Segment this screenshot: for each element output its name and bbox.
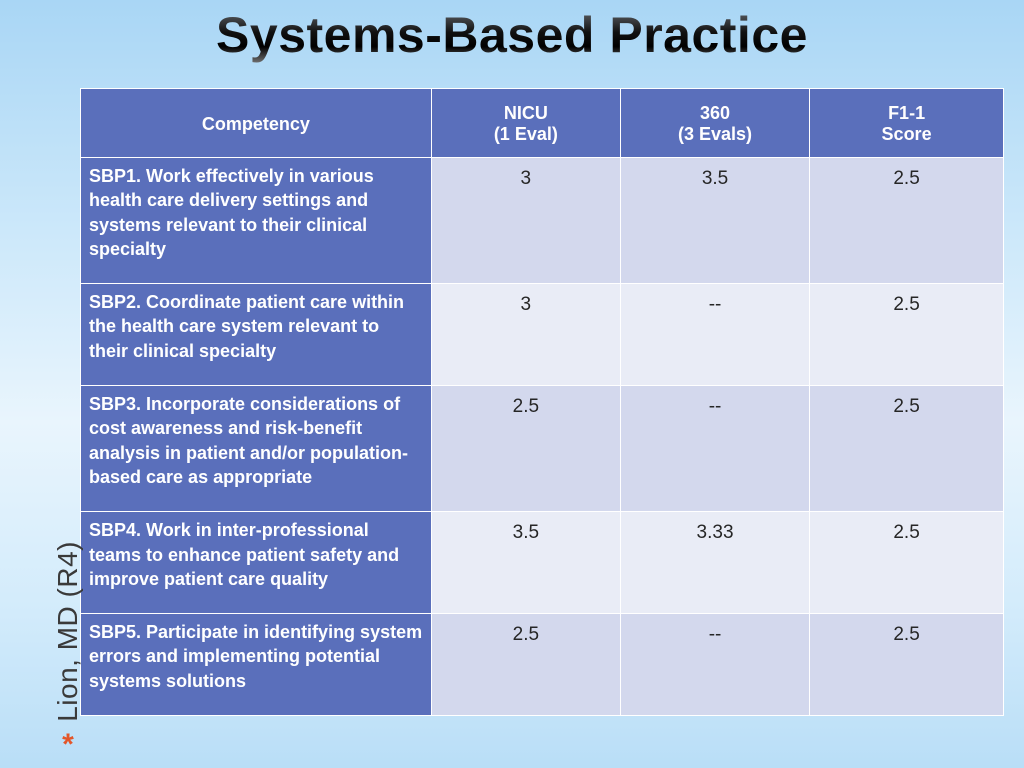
competency-label: SBP2. Coordinate patient care within the… <box>81 284 432 386</box>
table-row: SBP5. Participate in identifying system … <box>81 614 1004 716</box>
presenter-label: Lion, MD (R4) <box>52 541 84 722</box>
competency-table-container: CompetencyNICU(1 Eval)360(3 Evals)F1-1Sc… <box>80 88 1004 716</box>
score-cell: 2.5 <box>810 614 1004 716</box>
column-header: Competency <box>81 89 432 158</box>
score-cell: 3.5 <box>620 158 809 284</box>
column-header-main: NICU <box>504 103 548 123</box>
competency-table: CompetencyNICU(1 Eval)360(3 Evals)F1-1Sc… <box>80 88 1004 716</box>
column-header: F1-1Score <box>810 89 1004 158</box>
column-header-main: F1-1 <box>888 103 925 123</box>
table-row: SBP3. Incorporate considerations of cost… <box>81 386 1004 512</box>
column-header-main: 360 <box>700 103 730 123</box>
score-cell: -- <box>620 386 809 512</box>
asterisk-icon: * <box>62 728 74 762</box>
competency-label: SBP1. Work effectively in various health… <box>81 158 432 284</box>
score-cell: 2.5 <box>431 386 620 512</box>
table-row: SBP4. Work in inter-professional teams t… <box>81 512 1004 614</box>
table-row: SBP1. Work effectively in various health… <box>81 158 1004 284</box>
score-cell: 2.5 <box>431 614 620 716</box>
side-label-block: Lion, MD (R4) * <box>20 541 116 762</box>
column-header-main: Competency <box>202 114 310 134</box>
score-cell: -- <box>620 284 809 386</box>
table-row: SBP2. Coordinate patient care within the… <box>81 284 1004 386</box>
score-cell: 3.33 <box>620 512 809 614</box>
score-cell: 2.5 <box>810 284 1004 386</box>
column-header-sub: Score <box>818 124 995 145</box>
score-cell: 2.5 <box>810 158 1004 284</box>
score-cell: 2.5 <box>810 386 1004 512</box>
column-header: NICU(1 Eval) <box>431 89 620 158</box>
competency-label: SBP5. Participate in identifying system … <box>81 614 432 716</box>
slide-title: Systems-Based Practice <box>0 6 1024 64</box>
column-header-sub: (1 Eval) <box>440 124 612 145</box>
score-cell: 3 <box>431 284 620 386</box>
score-cell: 2.5 <box>810 512 1004 614</box>
competency-label: SBP4. Work in inter-professional teams t… <box>81 512 432 614</box>
score-cell: 3 <box>431 158 620 284</box>
column-header-sub: (3 Evals) <box>629 124 801 145</box>
score-cell: -- <box>620 614 809 716</box>
score-cell: 3.5 <box>431 512 620 614</box>
table-header-row: CompetencyNICU(1 Eval)360(3 Evals)F1-1Sc… <box>81 89 1004 158</box>
competency-label: SBP3. Incorporate considerations of cost… <box>81 386 432 512</box>
column-header: 360(3 Evals) <box>620 89 809 158</box>
